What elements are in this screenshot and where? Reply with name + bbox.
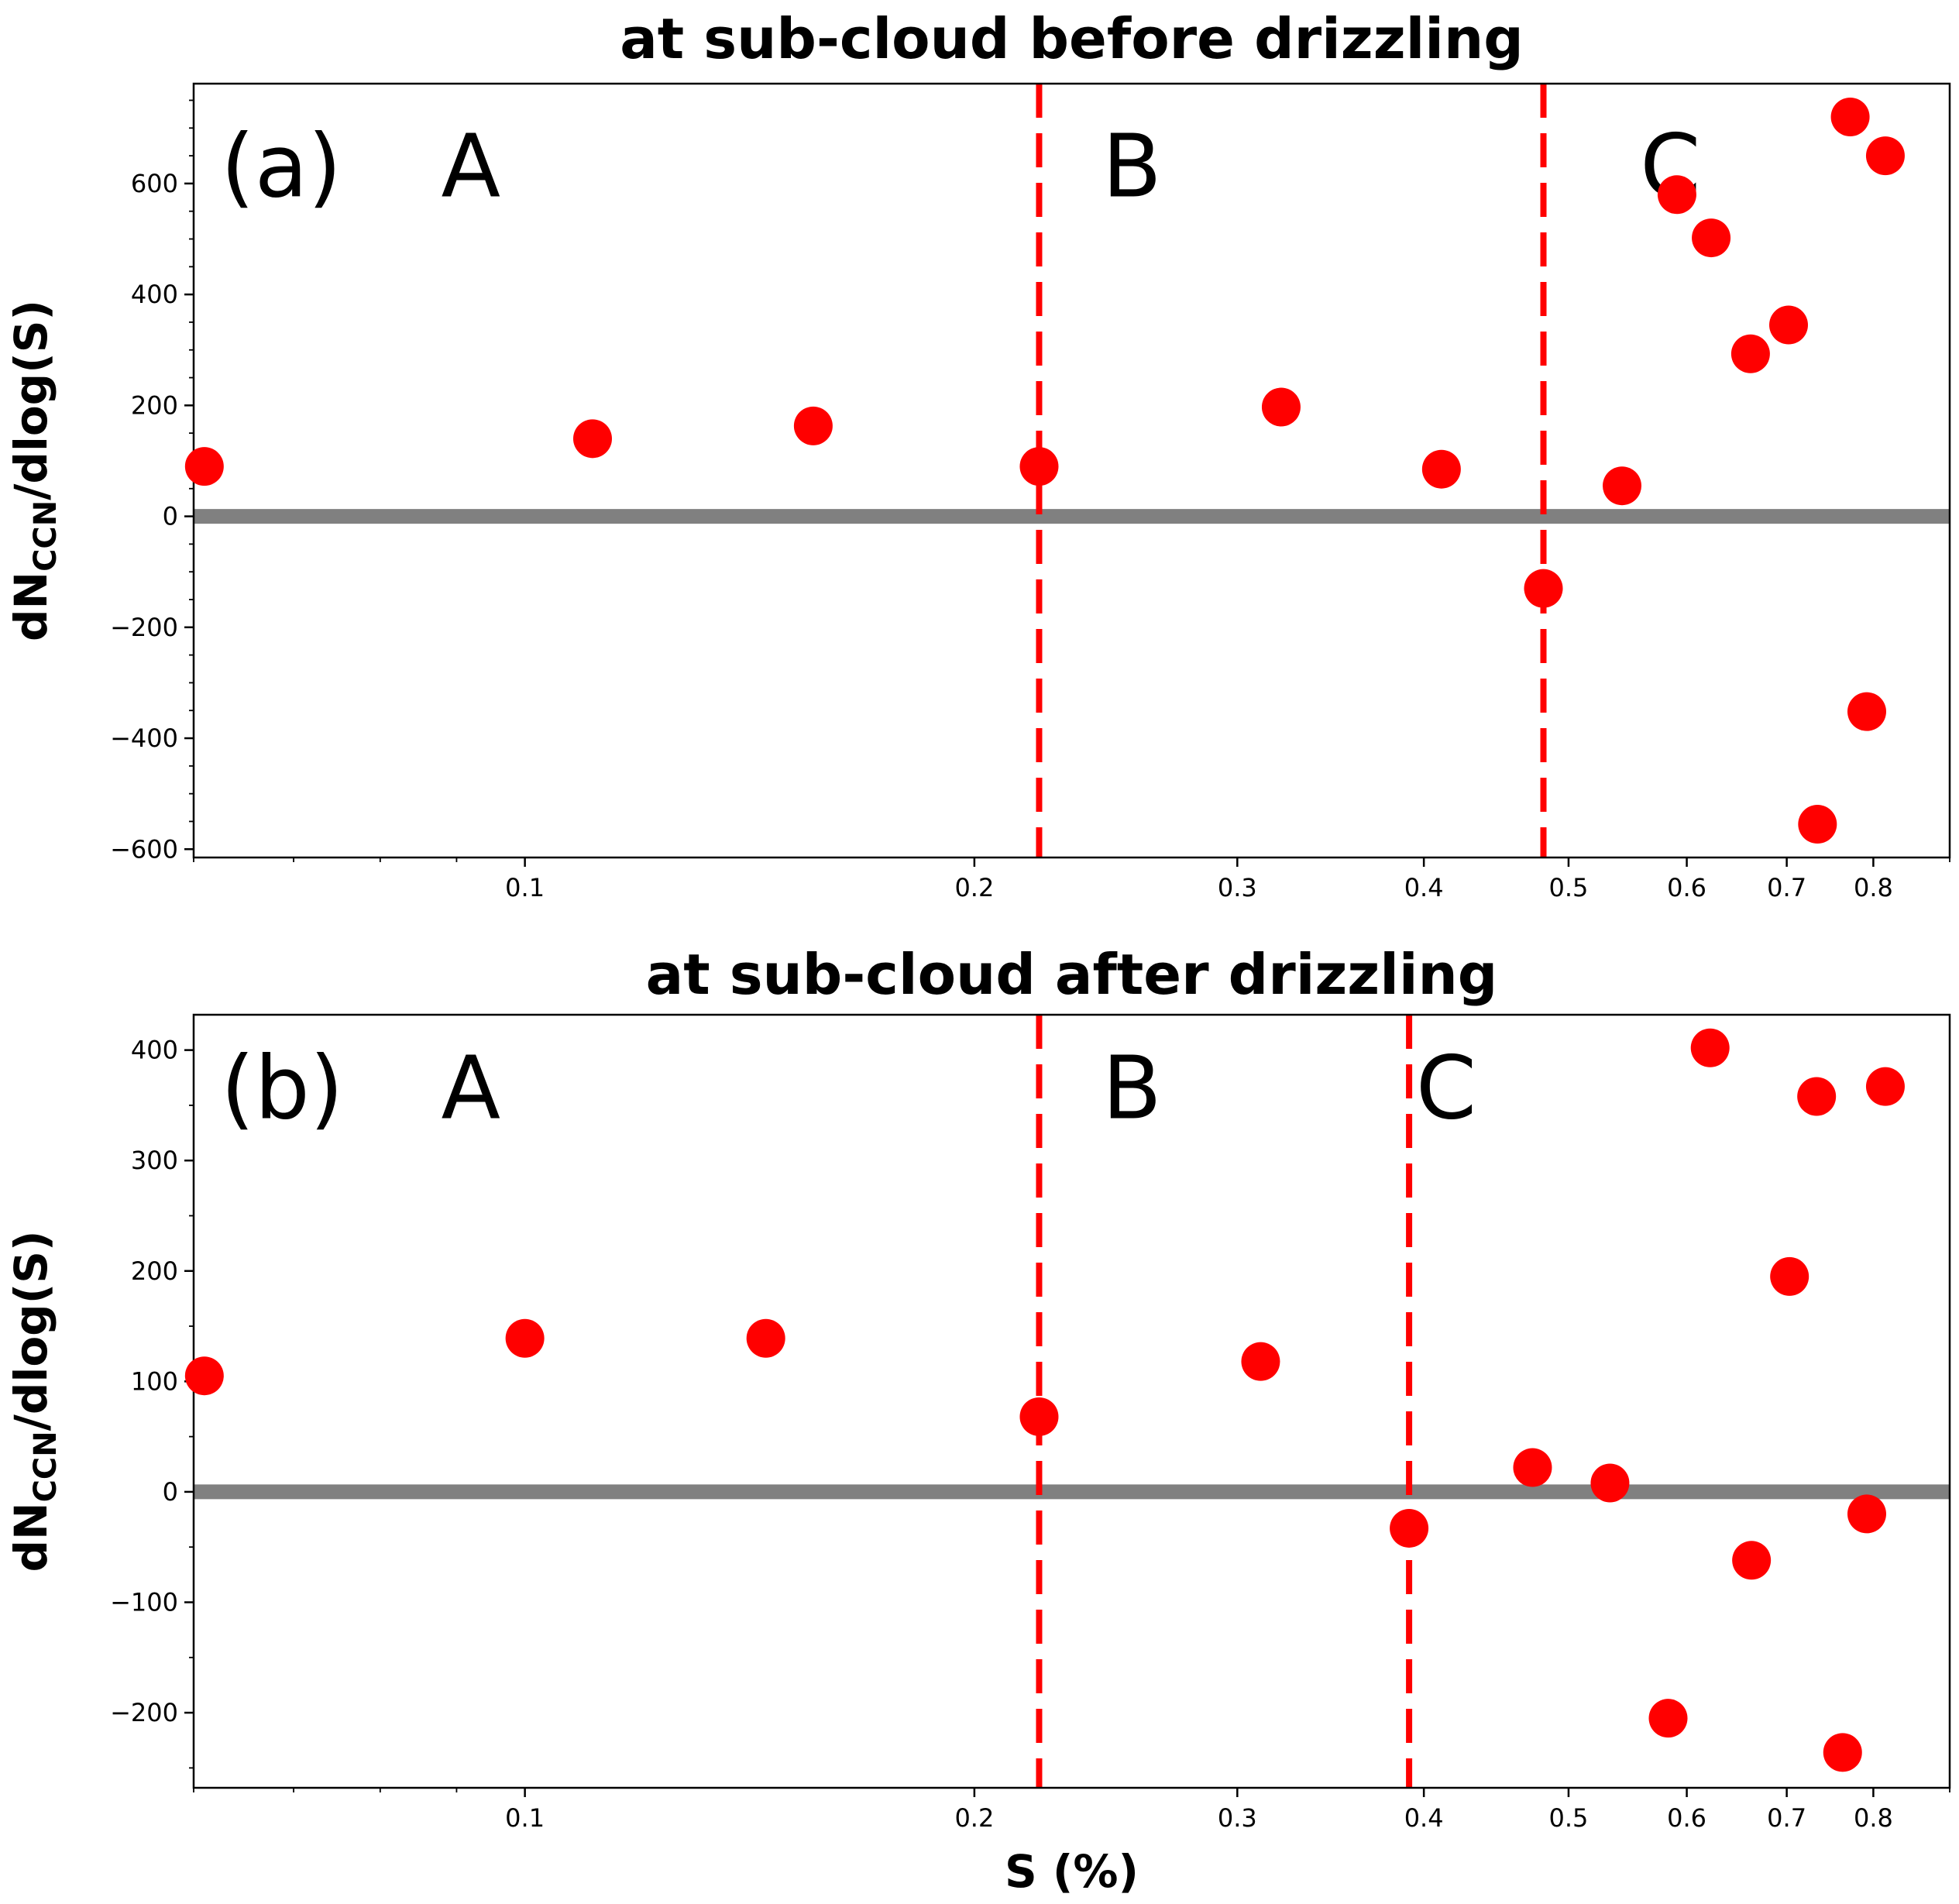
y-axis-label-subscript: CCN (28, 1431, 64, 1502)
data-point (1019, 447, 1059, 486)
region-label-b: B (1102, 116, 1162, 217)
data-point (1590, 1463, 1630, 1503)
data-point (1421, 449, 1461, 489)
data-point (1019, 1397, 1059, 1436)
chart-title: at sub-cloud before drizzling (620, 6, 1524, 71)
x-tick-label: 0.1 (505, 873, 545, 902)
data-point (1847, 1494, 1886, 1534)
y-tick-label: −400 (110, 723, 178, 753)
data-point (1847, 692, 1886, 731)
x-tick-label: 0.5 (1548, 873, 1588, 902)
y-tick-label: 0 (163, 1477, 178, 1507)
panel-label: (a) (221, 116, 342, 217)
y-axis-label-main: dN (5, 1502, 57, 1572)
region-label-a: A (442, 1039, 501, 1139)
y-tick-label: 100 (131, 1366, 178, 1396)
x-tick-label: 0.6 (1667, 1803, 1706, 1833)
y-tick-label: 0 (163, 502, 178, 531)
data-point (1797, 1077, 1837, 1116)
data-point (1830, 97, 1870, 136)
x-tick-label: 0.6 (1667, 873, 1706, 902)
data-point (1865, 1067, 1905, 1106)
data-point (1690, 1028, 1730, 1067)
y-axis-label-subscript: CCN (28, 500, 64, 572)
y-tick-label: 200 (131, 1256, 178, 1286)
x-tick-label: 0.8 (1854, 873, 1893, 902)
x-tick-label: 0.4 (1404, 1803, 1444, 1833)
data-point (1732, 1541, 1772, 1580)
panel-b: at sub-cloud after drizzling −200 −100 0 100… (5, 942, 1951, 1898)
x-tick-label: 0.7 (1767, 873, 1806, 902)
data-point (1603, 466, 1642, 506)
y-axis-label-main: dN (5, 572, 57, 641)
data-point (793, 406, 833, 445)
data-point (572, 419, 612, 459)
data-point (1261, 387, 1301, 427)
data-point (746, 1318, 785, 1358)
data-point (505, 1318, 545, 1358)
chart-title: at sub-cloud after drizzling (646, 942, 1498, 1007)
data-point (1798, 805, 1837, 844)
data-point (1730, 334, 1770, 373)
x-tick-label: 0.1 (505, 1803, 545, 1833)
y-tick-label: 200 (131, 390, 178, 420)
y-tick-label: 400 (131, 1036, 178, 1065)
data-point (1648, 1699, 1688, 1738)
data-point (1823, 1733, 1862, 1772)
x-tick-label: 0.7 (1767, 1803, 1806, 1833)
y-tick-label: 400 (131, 280, 178, 309)
x-tick-label: 0.4 (1404, 873, 1444, 902)
x-tick-label: 0.2 (954, 873, 994, 902)
y-tick-label: −200 (110, 613, 178, 642)
y-tick-label: −200 (110, 1698, 178, 1727)
x-tick-label: 0.2 (954, 1803, 994, 1833)
y-axis-label-tail: /dlog(S) (5, 1231, 57, 1431)
data-point (1692, 218, 1731, 258)
y-axis-label: dNCCN/dlog(S) (5, 300, 64, 641)
data-point (1513, 1448, 1552, 1487)
x-tick-label: 0.3 (1218, 1803, 1257, 1833)
data-point (1865, 136, 1905, 176)
x-axis-label: S (%) (1005, 1845, 1139, 1898)
region-label-b: B (1102, 1039, 1162, 1139)
plot-frame (192, 1013, 1951, 1789)
data-point (1657, 175, 1696, 215)
y-axis-label: dNCCN/dlog(S) (5, 1231, 64, 1572)
panel-label: (b) (221, 1039, 343, 1139)
region-label-a: A (442, 116, 501, 217)
x-tick-label: 0.5 (1548, 1803, 1588, 1833)
y-tick-label: 600 (131, 169, 178, 198)
y-tick-label: −100 (110, 1587, 178, 1617)
y-tick-label: −600 (110, 834, 178, 864)
data-point (184, 1356, 224, 1396)
x-tick-label: 0.8 (1854, 1803, 1893, 1833)
data-point (1770, 1256, 1809, 1296)
region-label-c: C (1416, 1039, 1476, 1139)
panel-a: at sub-cloud before drizzling −600 −400 −20… (5, 6, 1951, 902)
data-point (1769, 305, 1809, 345)
x-tick-label: 0.3 (1218, 873, 1257, 902)
y-tick-label: 300 (131, 1146, 178, 1175)
y-axis-label-tail: /dlog(S) (5, 300, 57, 500)
data-point (1241, 1342, 1280, 1381)
data-point (1524, 569, 1563, 608)
data-point (1390, 1508, 1429, 1548)
data-point (184, 447, 224, 486)
